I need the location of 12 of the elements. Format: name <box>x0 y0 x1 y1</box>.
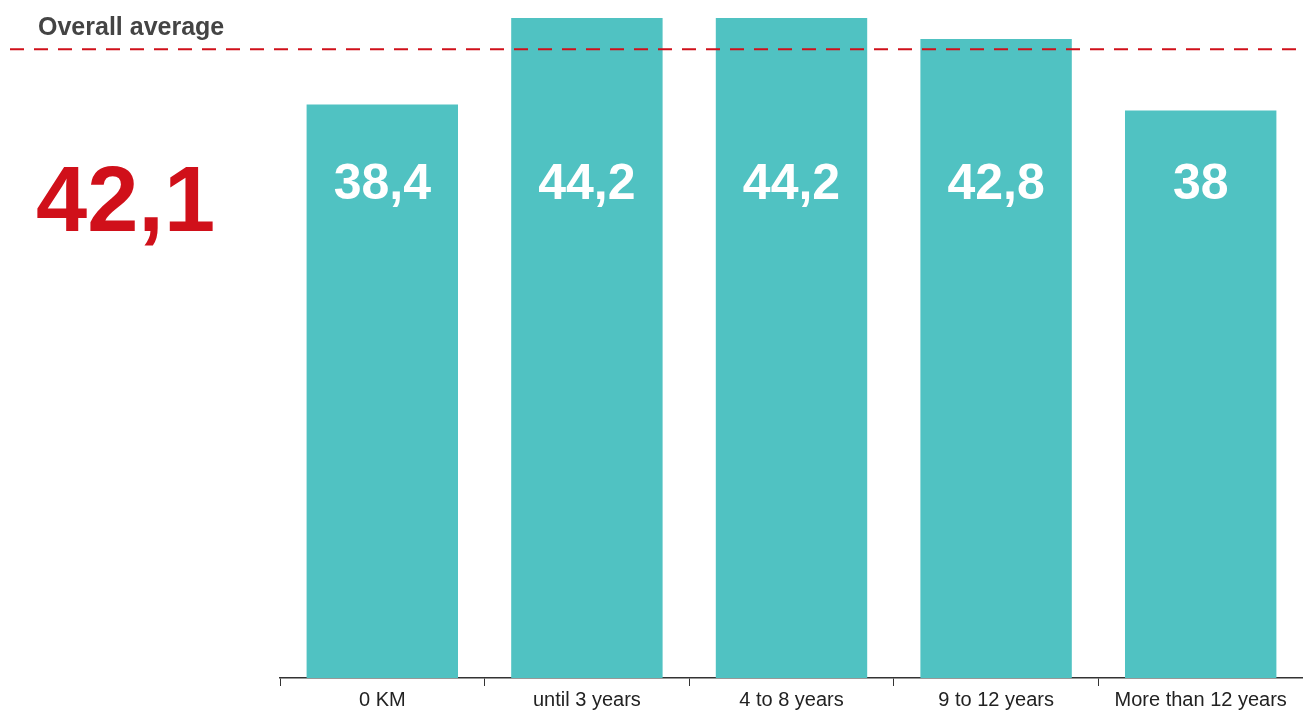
data-label: 44,2 <box>538 153 636 210</box>
x-tick-label: 4 to 8 years <box>739 687 844 710</box>
x-tick-label: until 3 years <box>532 687 641 710</box>
x-tick-label: 0 KM <box>358 687 406 710</box>
data-label: 38,4 <box>333 153 432 210</box>
ref-line-label: Overall average <box>38 12 225 41</box>
x-tick-label: More than 12 years <box>1114 687 1287 710</box>
data-label: 44,2 <box>742 153 841 210</box>
data-label: 42,8 <box>947 153 1045 210</box>
annotation: 42,1 <box>36 148 216 251</box>
x-tick-label: 9 to 12 years <box>938 687 1054 710</box>
data-label: 38 <box>1172 153 1229 210</box>
